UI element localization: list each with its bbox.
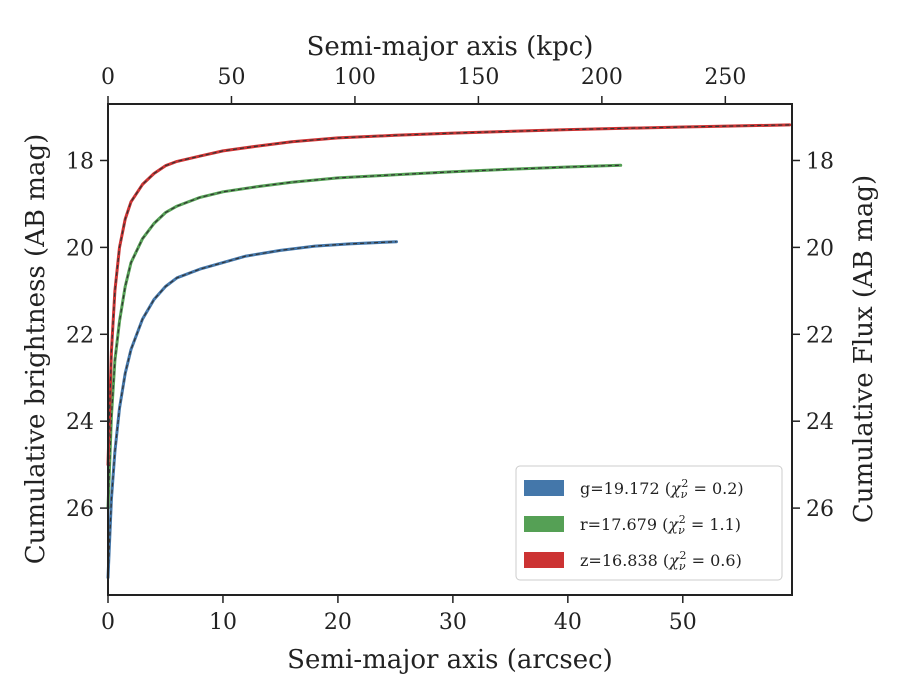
top-x-tick-label: 0	[101, 65, 115, 90]
y-tick-label: 26	[66, 497, 94, 522]
series-line-0	[106, 240, 398, 580]
x-tick-label: 20	[324, 610, 352, 635]
top-x-axis-title: Semi-major axis (kpc)	[307, 32, 594, 62]
legend-swatch-1	[524, 516, 564, 532]
y-axis-title: Cumulative brightness (AB mag)	[21, 134, 51, 565]
series-model-line-2	[107, 124, 790, 465]
plot-frame	[107, 103, 793, 596]
x-tick-label: 40	[554, 610, 582, 635]
legend-swatch-2	[524, 552, 564, 568]
y-tick-label: 22	[66, 323, 94, 348]
y-tick-label: 18	[66, 149, 94, 174]
legend: g=19.172 (χν2 = 0.2) r=17.679 (χν2 = 1.1)…	[515, 465, 783, 581]
curves-layer	[106, 123, 792, 580]
series-model-line-1	[107, 164, 621, 509]
x-tick-label: 50	[669, 610, 697, 635]
series-line-1	[106, 163, 623, 510]
x-axis-title: Semi-major axis (arcsec)	[287, 645, 613, 675]
legend-label-0: g=19.172 (χν2 = 0.2)	[580, 477, 744, 501]
right-y-tick-label: 18	[806, 149, 834, 174]
series-model-line-0	[107, 241, 397, 578]
top-x-tick-label: 100	[334, 65, 376, 90]
y-tick-label: 20	[66, 236, 94, 261]
right-y-tick-label: 26	[806, 497, 834, 522]
legend-label-1: r=17.679 (χν2 = 1.1)	[580, 513, 741, 537]
legend-box	[515, 465, 783, 581]
right-y-tick-label: 20	[806, 236, 834, 261]
right-y-tick-label: 22	[806, 323, 834, 348]
x-tick-label: 0	[101, 610, 115, 635]
x-tick-label: 10	[209, 610, 237, 635]
legend-swatch-0	[524, 480, 564, 496]
x-tick-label: 30	[439, 610, 467, 635]
y-tick-label: 24	[66, 410, 94, 435]
right-y-tick-label: 24	[806, 410, 834, 435]
ticks-layer: 0 10 20 30 40 50 0 50 100 150 200 250 18 18 20 20 22 22 24…	[66, 65, 834, 635]
top-x-tick-label: 50	[217, 65, 245, 90]
top-x-tick-label: 150	[457, 65, 499, 90]
top-x-tick-label: 250	[704, 65, 746, 90]
top-x-tick-label: 200	[581, 65, 623, 90]
right-y-axis-title: Cumulative Flux (AB mag)	[849, 175, 879, 523]
series-line-2	[106, 123, 792, 467]
legend-label-2: z=16.838 (χν2 = 0.6)	[580, 549, 742, 573]
